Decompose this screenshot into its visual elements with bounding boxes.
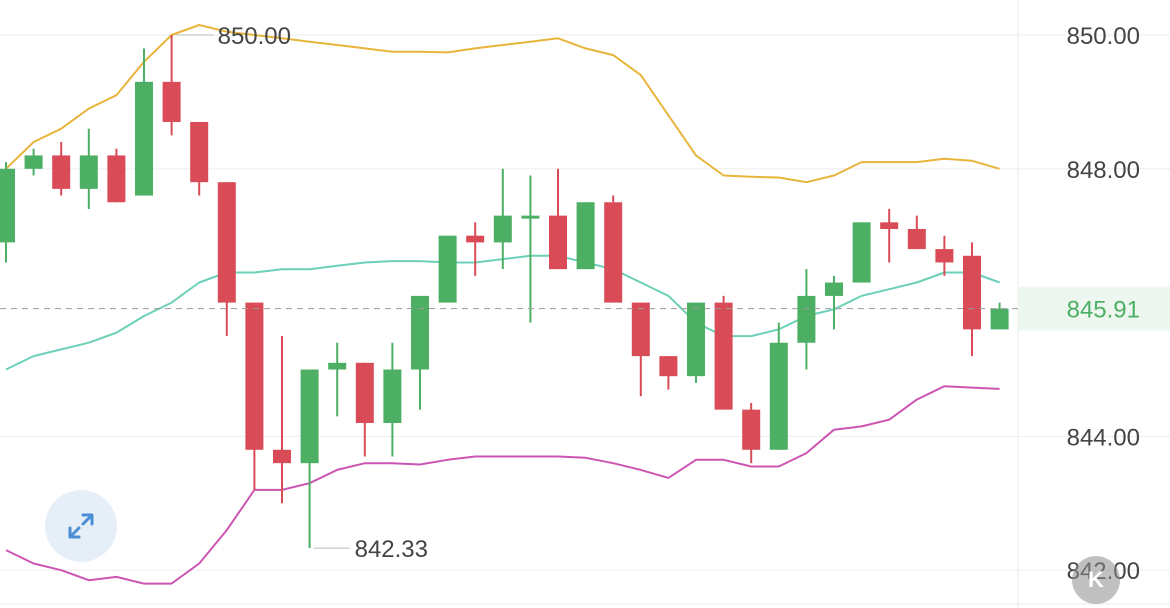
candle [907,215,926,250]
upper-band-line [5,24,1000,184]
candle [438,235,457,303]
candle-body [438,235,457,303]
candle [825,275,843,330]
candle [631,302,650,397]
bollinger-bands [5,24,1000,585]
candle-body [576,202,595,270]
candle-body [990,308,1009,330]
candle-body [797,295,816,343]
candle-body [162,81,181,122]
candle-body [273,449,291,464]
last-price-marker: 845.91 [0,286,1170,331]
candle [604,195,623,303]
candle-body [521,215,540,219]
lower-band-line [5,385,1000,585]
candle [576,202,595,270]
candle-body [79,155,98,189]
candle [880,208,899,263]
y-tick-label: 844.00 [1067,424,1140,451]
candle-body [659,356,678,377]
candle-body [714,302,733,410]
candle [687,302,705,383]
candle [162,35,181,136]
y-tick-label: 848.00 [1067,157,1140,184]
candle-body [769,342,788,450]
candle-body [493,215,512,243]
expand-button[interactable] [45,490,117,562]
candle-body [825,282,843,296]
candle-body [383,369,402,424]
candle [217,182,236,337]
candle [714,295,733,410]
candle-body [190,121,209,183]
candle-body [24,155,43,169]
candle [383,342,402,457]
candle [521,175,540,323]
candle [190,121,209,196]
candle-body [549,215,567,270]
candle [135,48,153,196]
last-price-label: 845.91 [1067,297,1140,324]
candle-body [604,202,623,303]
candle [355,362,374,457]
candle-body [355,362,374,424]
low-annotation: 842.33 [355,536,428,563]
candles [0,35,1009,549]
expand-arrows-icon [68,513,94,539]
candle-body [52,155,71,189]
y-tick-label: 850.00 [1067,23,1140,50]
candle-body [217,182,236,303]
candle [493,168,512,270]
candle [659,356,678,390]
candle-body [852,222,871,283]
candle [328,342,347,417]
candle-body [328,362,347,370]
candle [742,402,761,464]
candle-body [466,235,485,243]
candle-body [0,168,15,243]
candle [245,302,264,490]
candle [273,336,291,504]
candle [963,242,981,357]
candle [24,148,43,176]
candle [52,142,71,196]
candle-body [742,409,761,450]
high-low-annotations: 850.00 842.33 [175,23,428,563]
high-annotation: 850.00 [218,23,291,50]
candle-body [107,155,126,203]
candle [769,322,788,450]
candle-body [135,81,153,196]
candle [107,148,126,203]
candle-body [411,295,429,370]
middle-band-line [5,254,1000,371]
candle [797,269,816,370]
candle [79,128,98,209]
candle [549,168,567,270]
candle [300,369,319,549]
candle [0,162,15,263]
candle-body [963,255,981,330]
candle-body [245,302,264,450]
k-line-badge[interactable]: K [1072,556,1120,604]
candle-body [687,302,705,377]
candle [411,295,429,410]
candle-body [631,302,650,357]
candle [466,222,485,276]
candle [935,235,954,276]
candle [852,222,871,283]
candle-body [300,369,319,464]
candle-body [935,249,954,263]
candle-body [880,222,899,230]
last-price-label-background [1018,286,1170,331]
candle [990,302,1009,330]
candle-body [907,229,926,250]
